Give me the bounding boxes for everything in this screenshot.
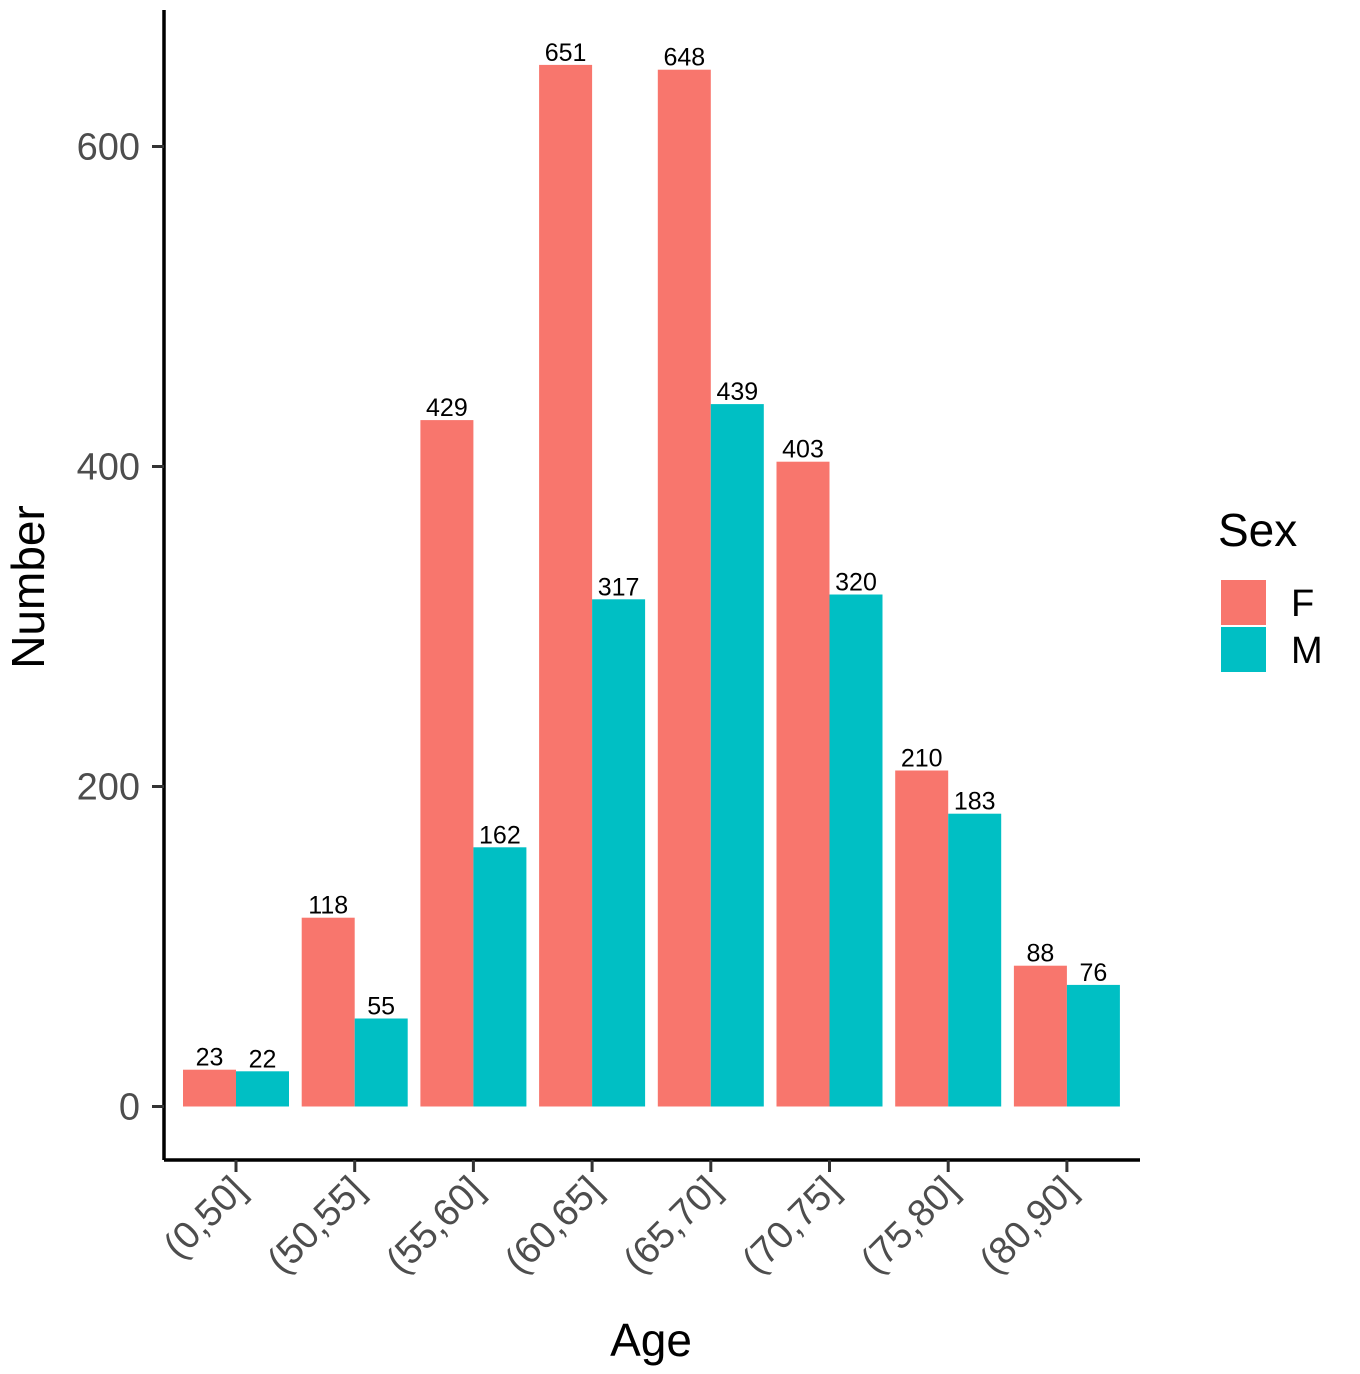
y-tick-label: 600 <box>77 127 140 169</box>
bar-value-label: 118 <box>308 892 348 920</box>
bar-F-7 <box>1013 965 1067 1107</box>
bar-M-6 <box>948 813 1002 1107</box>
x-tick-label: (0,50] <box>156 1169 254 1267</box>
x-tick-label: (50,55] <box>260 1169 373 1282</box>
legend-title: Sex <box>1218 504 1297 556</box>
x-axis-ticks: (0,50] (50,55] (55,60] (60,65] (65,70] (70,75… <box>156 1160 1085 1282</box>
legend: Sex FM <box>1218 504 1323 672</box>
bar-M-5 <box>829 594 883 1107</box>
legend-swatch-M <box>1221 627 1266 672</box>
bar-F-6 <box>895 770 949 1107</box>
x-tick-label: (65,70] <box>616 1169 729 1282</box>
y-axis-title: Number <box>2 505 54 669</box>
bar-value-label: 439 <box>716 378 758 406</box>
y-axis-ticks: 0 200 400 600 <box>77 127 164 1129</box>
bar-value-label: 162 <box>479 821 521 849</box>
bar-value-label: 320 <box>835 569 877 597</box>
bar-value-label: 429 <box>426 394 468 422</box>
y-tick-label: 200 <box>77 767 140 809</box>
bar-value-label: 648 <box>663 44 705 72</box>
bar-value-label: 210 <box>901 745 943 773</box>
x-tick-label: (80,90] <box>972 1169 1085 1282</box>
bar-M-4 <box>710 404 764 1107</box>
x-tick-label: (75,80] <box>853 1169 966 1282</box>
bar-value-label: 317 <box>598 573 640 601</box>
x-tick-label: (70,75] <box>735 1169 848 1282</box>
bar-value-label: 76 <box>1079 959 1107 987</box>
bar-F-2 <box>420 420 474 1107</box>
bar-value-label: 88 <box>1026 940 1054 968</box>
y-tick-label: 400 <box>77 447 140 489</box>
bar-value-label: 651 <box>545 39 587 67</box>
bar-F-5 <box>776 461 830 1107</box>
bar-M-7 <box>1066 984 1120 1107</box>
legend-swatch-F <box>1221 580 1266 625</box>
bar-labels: 23 22 118 55 429 162 651 317 648 439 403 320 210 183 8… <box>196 39 1108 1073</box>
bar-M-3 <box>592 599 646 1107</box>
x-tick-label: (60,65] <box>497 1169 610 1282</box>
bar-value-label: 22 <box>249 1045 277 1073</box>
bar-value-label: 23 <box>196 1044 224 1072</box>
bar-M-0 <box>236 1071 289 1107</box>
bar-value-label: 55 <box>367 993 395 1021</box>
bar-F-3 <box>539 64 593 1107</box>
bar-value-label: 183 <box>954 788 996 816</box>
bar-value-label: 403 <box>782 436 824 464</box>
y-tick-label: 0 <box>119 1087 140 1129</box>
bar-M-1 <box>354 1018 408 1107</box>
x-tick-label: (55,60] <box>378 1169 491 1282</box>
bar-M-2 <box>473 847 527 1107</box>
bar-F-1 <box>301 917 355 1107</box>
legend-label-M: M <box>1291 630 1323 672</box>
bar-F-0 <box>183 1069 236 1107</box>
x-axis-title: Age <box>610 1314 692 1366</box>
legend-label-F: F <box>1291 583 1314 625</box>
bar-F-4 <box>657 69 711 1107</box>
bars <box>183 64 1120 1107</box>
